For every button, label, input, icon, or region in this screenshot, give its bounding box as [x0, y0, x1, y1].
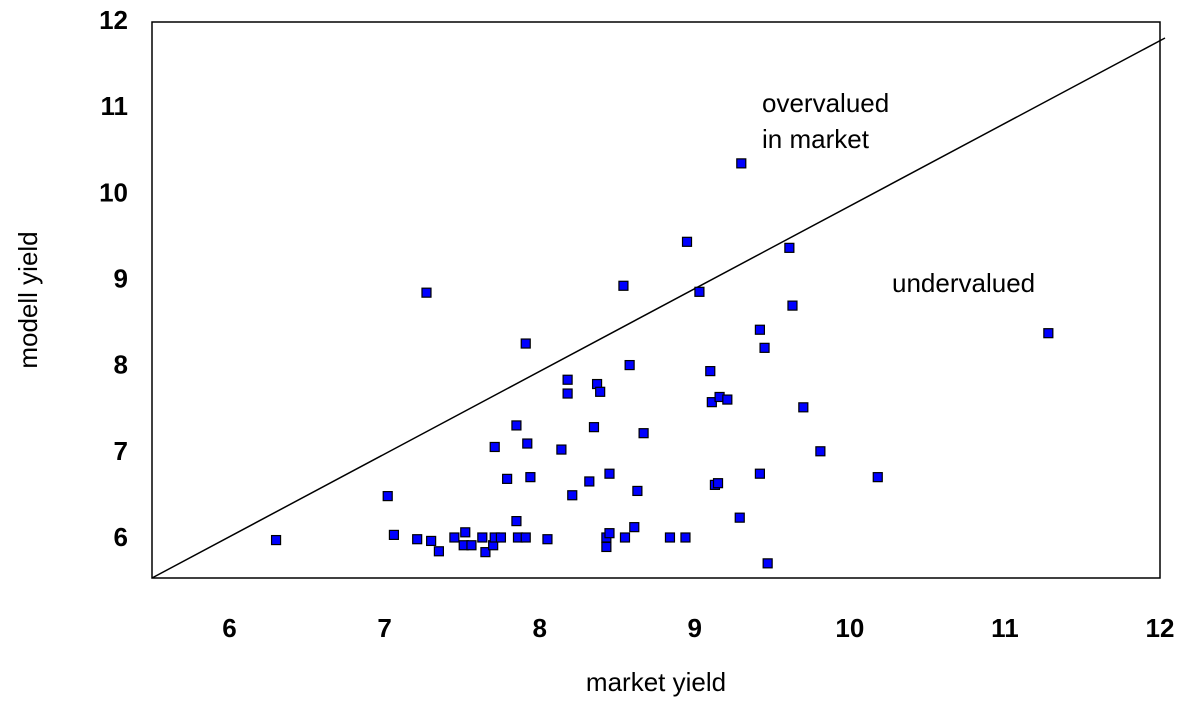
point — [480, 547, 491, 558]
point — [520, 532, 531, 543]
annotation: in market — [762, 124, 870, 154]
point — [734, 512, 745, 523]
point — [604, 468, 615, 479]
annotation: overvalued — [762, 88, 889, 118]
plot-frame — [151, 21, 1161, 579]
point — [388, 529, 400, 540]
point — [759, 342, 770, 353]
x-tick-label: 11 — [991, 613, 1019, 643]
point — [489, 441, 500, 453]
point — [449, 532, 460, 543]
point — [466, 540, 477, 551]
point — [762, 558, 773, 569]
y-tick-label: 10 — [99, 177, 128, 207]
point — [567, 490, 578, 501]
y-tick-label: 12 — [99, 5, 128, 35]
point — [502, 473, 513, 484]
point — [784, 242, 795, 253]
x-tick-label: 12 — [1146, 613, 1175, 643]
point — [872, 472, 883, 483]
point — [722, 394, 733, 405]
point — [705, 366, 716, 377]
point — [520, 338, 531, 349]
point — [815, 446, 826, 457]
point — [270, 534, 282, 546]
point — [511, 516, 522, 527]
point — [798, 402, 809, 413]
point — [632, 485, 643, 497]
point — [754, 468, 766, 479]
x-tick-label: 6 — [222, 613, 236, 643]
point — [588, 422, 600, 433]
point — [680, 532, 691, 543]
point — [618, 280, 629, 291]
y-axis-label: modell yield — [13, 231, 43, 368]
point — [694, 286, 705, 297]
point — [426, 535, 437, 547]
point — [584, 476, 595, 487]
y-tick-label: 7 — [114, 436, 128, 466]
point — [562, 388, 573, 399]
x-tick-label: 7 — [377, 613, 391, 643]
point — [1043, 328, 1054, 339]
point — [629, 522, 640, 533]
point — [787, 300, 798, 311]
point — [511, 420, 522, 431]
x-tick-label: 9 — [688, 613, 702, 643]
point — [595, 386, 606, 397]
point — [522, 438, 533, 449]
point — [706, 397, 717, 408]
point — [681, 236, 693, 247]
point — [624, 359, 635, 371]
point — [495, 532, 507, 543]
point — [542, 534, 553, 545]
point — [754, 324, 766, 335]
point — [433, 546, 444, 557]
point — [664, 532, 676, 543]
y-tick-label: 8 — [114, 350, 128, 380]
y-tick-label: 9 — [114, 263, 128, 293]
point — [460, 527, 471, 538]
point — [477, 532, 488, 543]
x-tick-label: 8 — [532, 613, 546, 643]
point — [556, 444, 567, 455]
point — [736, 158, 747, 169]
x-axis-label: market yield — [586, 667, 726, 697]
x-tick-label: 10 — [835, 613, 864, 643]
point — [712, 478, 724, 489]
point — [412, 534, 423, 545]
point — [604, 528, 615, 539]
point — [619, 532, 631, 543]
point — [638, 428, 649, 439]
point — [421, 287, 432, 298]
point — [601, 541, 612, 553]
y-tick-label: 6 — [114, 522, 128, 552]
point — [562, 374, 573, 385]
reference-line — [151, 37, 1166, 579]
annotation: undervalued — [892, 268, 1035, 298]
point — [382, 491, 393, 502]
y-tick-label: 11 — [101, 91, 129, 121]
point — [525, 472, 536, 483]
